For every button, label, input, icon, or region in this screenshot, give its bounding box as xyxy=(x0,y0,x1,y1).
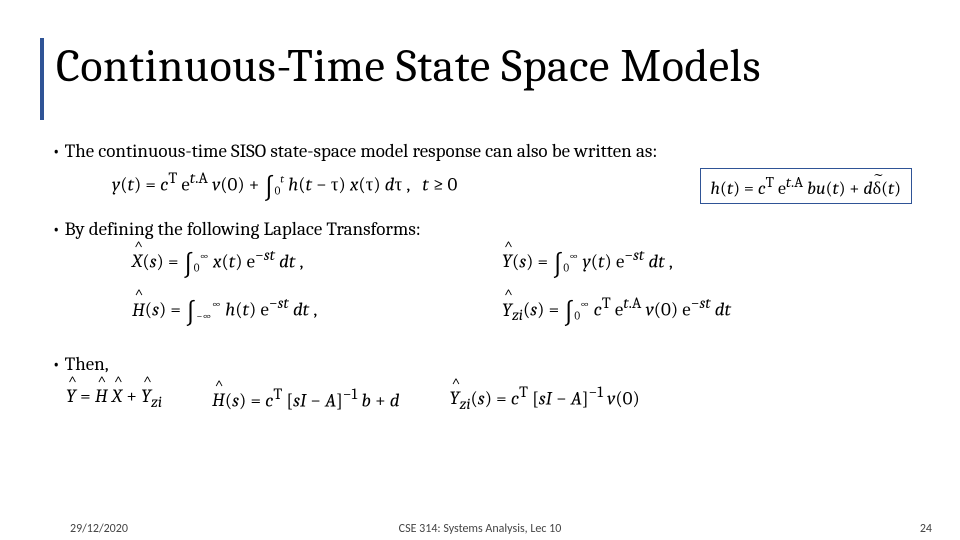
laplace-transform-grid: X(s) = ∫0∞ x(t) e−st dt , Y(s) = ∫0∞ y(t… xyxy=(132,246,922,329)
bullet-2: By defining the following Laplace Transf… xyxy=(52,218,922,240)
eq-then-b: H(s) = cT [sI − A]−1 b + d xyxy=(212,385,400,411)
eq-Yzi-hat: Yzi(s) = ∫0∞ cT et.A v(0) e−st dt xyxy=(502,294,862,328)
eq-response: y(t) = cT et.A v(0) + ∫0t h(t − τ) x(τ) … xyxy=(112,169,457,203)
eq-X-hat: X(s) = ∫0∞ x(t) e−st dt , xyxy=(132,246,472,280)
then-equation-row: Y = H X + Yzi H(s) = cT [sI − A]−1 b + d… xyxy=(66,383,922,413)
slide-body: The continuous-time SISO state-space mod… xyxy=(52,140,922,413)
footer-course: CSE 314: Systems Analysis, Lec 10 xyxy=(0,522,960,536)
eq-then-a: Y = H X + Yzi xyxy=(66,385,162,411)
eq-impulse-box: h(t) = cT et.A bu(t) + dδ(t) xyxy=(700,168,912,204)
title-accent-bar xyxy=(40,38,44,120)
equation-row-1: y(t) = cT et.A v(0) + ∫0t h(t − τ) x(τ) … xyxy=(112,168,912,204)
slide: Continuous-Time State Space Models The c… xyxy=(0,0,960,540)
bullet-1: The continuous-time SISO state-space mod… xyxy=(52,140,922,162)
slide-title: Continuous-Time State Space Models xyxy=(56,40,761,93)
eq-Y-hat: Y(s) = ∫0∞ y(t) e−st dt , xyxy=(502,246,862,280)
footer-page-number: 24 xyxy=(920,522,932,536)
bullet-3: Then, xyxy=(52,353,922,375)
eq-H-hat: H(s) = ∫−∞∞ h(t) e−st dt , xyxy=(132,294,472,328)
eq-then-c: Yzi(s) = cT [sI − A]−1 v(0) xyxy=(450,383,640,413)
